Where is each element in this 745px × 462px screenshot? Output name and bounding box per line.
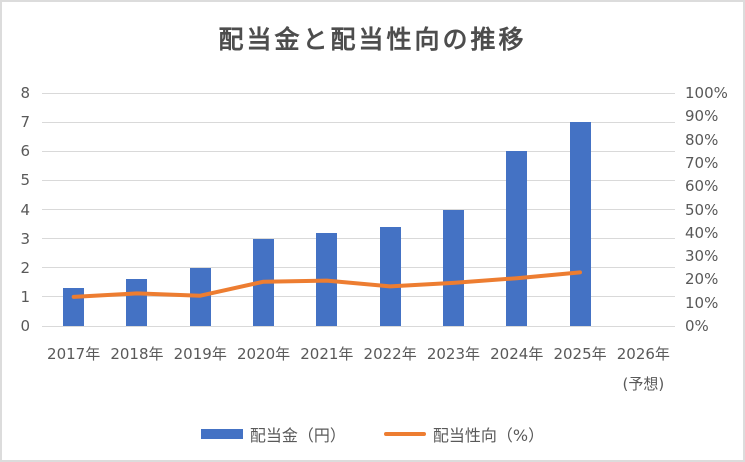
x-label-2021: 2021年	[300, 345, 354, 363]
y-right-tick-0pct: 0%	[685, 317, 709, 335]
x-label-note-2026: (予想)	[622, 375, 665, 393]
gridline-4	[42, 209, 675, 210]
x-label-2024: 2024年	[490, 345, 544, 363]
y-right-tick-100pct: 100%	[685, 84, 728, 102]
gridline-5	[42, 179, 675, 181]
legend-label-payout-ratio: 配当性向（%）	[432, 426, 545, 445]
y-right-tick-80pct: 80%	[685, 130, 719, 149]
y-right-tick-60pct: 60%	[685, 177, 719, 196]
x-label-2023: 2023年	[426, 345, 481, 363]
y-right-tick-70pct: 70%	[685, 153, 719, 172]
legend: 配当金（円） 配当性向（%）	[2, 419, 743, 449]
x-label-2018: 2018年	[110, 345, 164, 363]
y-left-tick-8: 8	[20, 84, 30, 102]
legend-item-payout-ratio[interactable]: 配当性向（%）	[383, 422, 545, 446]
y-left-tick-3: 3	[20, 229, 30, 248]
gridline-2	[42, 267, 675, 269]
gridline-8	[42, 92, 675, 94]
legend-label-dividend: 配当金（円）	[249, 426, 346, 445]
legend-item-dividend[interactable]: 配当金（円）	[200, 422, 346, 446]
payout-ratio-line[interactable]	[71, 270, 582, 299]
y-left-tick-5: 5	[20, 171, 30, 190]
dividend-bar-2023[interactable]	[442, 209, 464, 326]
x-label-2025: 2025年	[553, 345, 607, 363]
gridline-1	[42, 296, 675, 298]
gridline-7	[42, 121, 675, 123]
dividend-bar-2025[interactable]	[569, 122, 591, 326]
y-right-tick-40pct: 40%	[685, 223, 719, 242]
dividend-bar-2017[interactable]	[63, 288, 85, 326]
y-right-tick-10pct: 10%	[685, 293, 719, 312]
dividend-bar-2022[interactable]	[379, 226, 401, 326]
x-label-2022: 2022年	[363, 345, 417, 363]
dividend-bar-2018[interactable]	[126, 279, 148, 326]
y-left-tick-4: 4	[20, 200, 30, 219]
y-left-tick-0: 0	[20, 317, 30, 335]
y-left-tick-1: 1	[20, 287, 30, 306]
gridline-6	[42, 150, 675, 152]
chart-title: 配当金と配当性向の推移	[218, 25, 527, 54]
x-label-2020: 2020年	[236, 345, 291, 363]
legend-line-swatch-icon	[383, 432, 426, 436]
dividend-bar-2024[interactable]	[506, 151, 528, 326]
y-left-tick-7: 7	[20, 113, 30, 132]
y-right-tick-30pct: 30%	[685, 247, 719, 266]
x-label-2017: 2017年	[47, 345, 101, 363]
gridline-3	[42, 238, 675, 240]
legend-bar-swatch-icon	[200, 429, 243, 439]
gridline-0	[42, 325, 675, 327]
x-label-2026: 2026年	[616, 345, 670, 363]
y-left-tick-6: 6	[20, 142, 30, 161]
y-right-tick-90pct: 90%	[685, 107, 719, 126]
y-right-tick-20pct: 20%	[685, 270, 719, 289]
y-right-tick-50pct: 50%	[685, 200, 719, 219]
y-left-tick-2: 2	[20, 258, 30, 277]
x-label-2019: 2019年	[173, 345, 227, 363]
